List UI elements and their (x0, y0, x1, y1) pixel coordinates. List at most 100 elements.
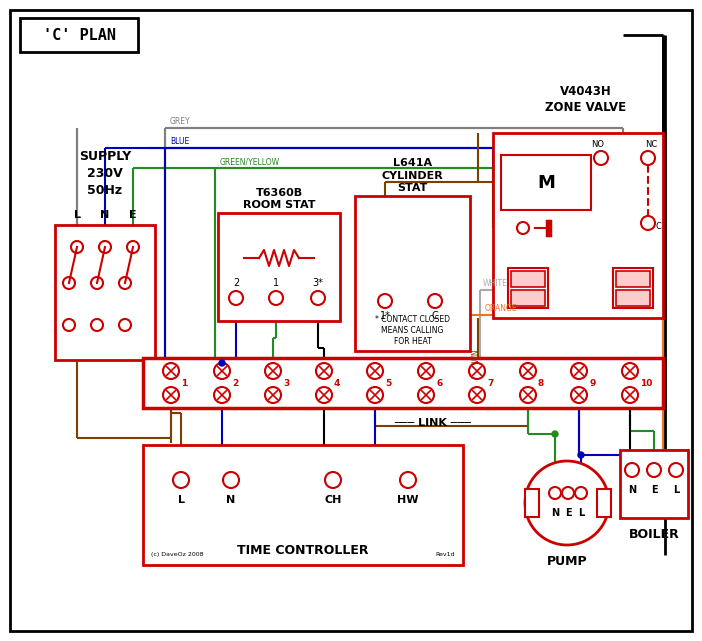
Text: 1: 1 (181, 378, 187, 388)
Text: BLUE: BLUE (170, 137, 190, 146)
Circle shape (71, 241, 83, 253)
Circle shape (469, 387, 485, 403)
Circle shape (562, 487, 574, 499)
Circle shape (214, 363, 230, 379)
Text: E: E (651, 485, 657, 495)
Bar (143, 358, 663, 408)
Circle shape (223, 472, 239, 488)
Text: (c) DaveOz 2008: (c) DaveOz 2008 (151, 552, 204, 557)
Circle shape (265, 387, 281, 403)
Text: 2: 2 (232, 378, 238, 388)
Text: GREY: GREY (170, 117, 191, 126)
Bar (55, 225, 155, 360)
Circle shape (316, 363, 332, 379)
Bar (616, 290, 650, 306)
Circle shape (625, 463, 639, 477)
Circle shape (517, 222, 529, 234)
Text: N: N (100, 210, 110, 220)
Bar (493, 133, 663, 318)
Bar (143, 445, 463, 565)
Bar (218, 213, 340, 321)
Text: L641A
CYLINDER
STAT: L641A CYLINDER STAT (382, 158, 444, 193)
Circle shape (525, 461, 609, 545)
Text: E: E (564, 508, 571, 518)
Text: BROWN: BROWN (471, 348, 480, 378)
Circle shape (91, 277, 103, 289)
Circle shape (378, 294, 392, 308)
Circle shape (367, 363, 383, 379)
Circle shape (325, 472, 341, 488)
Text: N: N (628, 485, 636, 495)
Circle shape (229, 291, 243, 305)
Circle shape (311, 291, 325, 305)
Circle shape (219, 360, 225, 366)
Circle shape (549, 487, 561, 499)
Text: 'C' PLAN: 'C' PLAN (43, 28, 116, 42)
Circle shape (63, 319, 75, 331)
Bar (597, 489, 611, 517)
Circle shape (594, 151, 608, 165)
Text: WHITE: WHITE (483, 279, 508, 288)
Text: 7: 7 (487, 378, 494, 388)
Circle shape (669, 463, 683, 477)
Text: HW: HW (397, 495, 419, 505)
Circle shape (316, 387, 332, 403)
Text: L: L (178, 495, 185, 505)
Text: BOILER: BOILER (628, 528, 680, 541)
Text: 1: 1 (273, 278, 279, 288)
Circle shape (647, 463, 661, 477)
Bar (525, 489, 539, 517)
Circle shape (520, 363, 536, 379)
Bar (20, 18, 138, 52)
Text: * CONTACT CLOSED
MEANS CALLING
FOR HEAT: * CONTACT CLOSED MEANS CALLING FOR HEAT (375, 315, 450, 346)
Text: ORANGE: ORANGE (485, 304, 517, 313)
Text: SUPPLY
230V
50Hz: SUPPLY 230V 50Hz (79, 150, 131, 197)
Circle shape (265, 363, 281, 379)
Text: Rev1d: Rev1d (435, 552, 455, 557)
Circle shape (571, 387, 587, 403)
Circle shape (400, 472, 416, 488)
Text: L: L (74, 210, 81, 220)
Circle shape (163, 387, 179, 403)
Bar (613, 268, 653, 308)
Text: C: C (432, 311, 438, 321)
Text: N: N (551, 508, 559, 518)
Circle shape (91, 319, 103, 331)
Circle shape (163, 363, 179, 379)
Circle shape (214, 387, 230, 403)
Bar (620, 450, 688, 518)
Circle shape (367, 387, 383, 403)
Text: L: L (673, 485, 679, 495)
Circle shape (575, 487, 587, 499)
Text: V4043H
ZONE VALVE: V4043H ZONE VALVE (545, 85, 627, 114)
Circle shape (127, 241, 139, 253)
Text: 8: 8 (538, 378, 544, 388)
Text: TIME CONTROLLER: TIME CONTROLLER (237, 544, 369, 557)
Text: C: C (656, 222, 662, 231)
Circle shape (641, 216, 655, 230)
Circle shape (269, 291, 283, 305)
Circle shape (552, 431, 558, 437)
Text: 10: 10 (640, 378, 652, 388)
Bar (616, 271, 650, 287)
Circle shape (428, 294, 442, 308)
Bar (355, 196, 470, 351)
Text: 3: 3 (283, 378, 289, 388)
Text: 2: 2 (233, 278, 239, 288)
Bar (511, 290, 545, 306)
Circle shape (418, 363, 434, 379)
Text: E: E (129, 210, 137, 220)
Circle shape (578, 452, 584, 458)
Text: GREEN/YELLOW: GREEN/YELLOW (220, 157, 280, 166)
Text: CH: CH (324, 495, 342, 505)
Text: 4: 4 (334, 378, 340, 388)
Circle shape (63, 277, 75, 289)
Text: 1*: 1* (380, 311, 390, 321)
Circle shape (119, 319, 131, 331)
Circle shape (520, 387, 536, 403)
Text: M: M (537, 174, 555, 192)
Circle shape (622, 363, 638, 379)
Text: NO: NO (592, 140, 604, 149)
Text: NC: NC (645, 140, 657, 149)
Text: 3*: 3* (312, 278, 324, 288)
